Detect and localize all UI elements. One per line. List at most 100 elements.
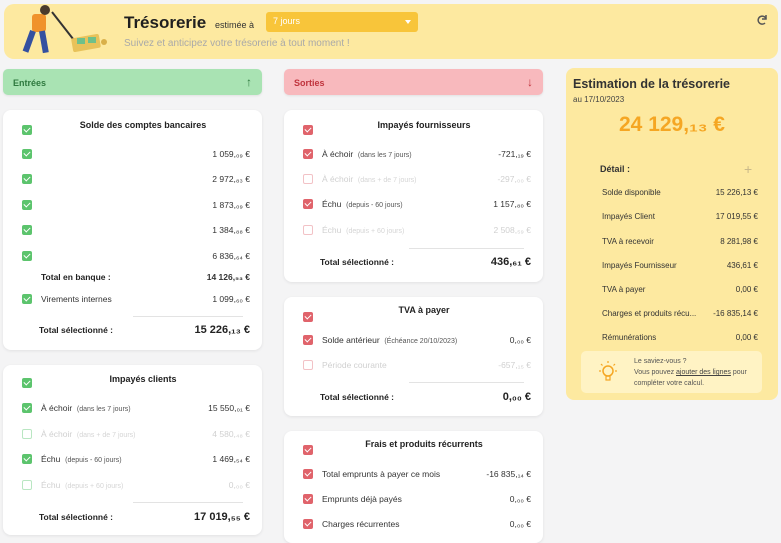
tva-selected-label: Total sélectionné : xyxy=(320,392,394,402)
recurring-row-value: 0,₀₀ € xyxy=(509,519,531,529)
tip-body: Vous pouvez ajouter des lignes pour comp… xyxy=(634,369,747,387)
unpaid-suppliers-card: Impayés fournisseurs À échoir (dans les … xyxy=(284,110,543,282)
supplier-row-value: 1 157,₈₀ € xyxy=(493,199,531,209)
client-row-checkbox[interactable] xyxy=(22,429,32,439)
recurring-row-label: Total emprunts à payer ce mois xyxy=(322,469,441,479)
bank-account-checkbox[interactable] xyxy=(22,149,32,159)
bank-account-checkbox[interactable] xyxy=(22,251,32,261)
tva-row-checkbox[interactable] xyxy=(303,360,313,370)
estimation-card: Estimation de la trésorerie au 17/10/202… xyxy=(566,68,778,400)
client-row-value: 0,₀₀ € xyxy=(228,480,250,490)
estimation-date: au 17/10/2023 xyxy=(573,95,625,104)
bank-account-value: 6 836,₆₄ € xyxy=(212,251,250,261)
detail-row: Impayés Fournisseur 436,61 € xyxy=(602,261,758,270)
select-all-suppliers-checkbox[interactable] xyxy=(303,125,313,135)
bank-account-checkbox[interactable] xyxy=(22,174,32,184)
select-all-recurring-checkbox[interactable] xyxy=(303,445,313,455)
recurring-row-checkbox[interactable] xyxy=(303,494,313,504)
supplier-row-checkbox[interactable] xyxy=(303,174,313,184)
internal-transfers-value: 1 099,₆₀ € xyxy=(212,294,250,304)
detail-row: Rémunérations 0,00 € xyxy=(602,333,758,342)
bank-account-value: 2 972,₈₃ € xyxy=(212,174,250,184)
detail-row: Solde disponible 15 226,13 € xyxy=(602,188,758,197)
tva-row-value: 0,₀₀ € xyxy=(509,335,531,345)
divider xyxy=(133,502,243,503)
tva-selected-value: 0,₀₀ € xyxy=(502,391,531,403)
chevron-down-icon xyxy=(405,20,411,24)
bank-accounts-card: Solde des comptes bancaires 1 059,₀₉ € 2… xyxy=(3,110,262,350)
entrees-band[interactable]: Entrées ↑ xyxy=(3,69,262,95)
bank-account-value: 1 059,₀₉ € xyxy=(212,149,250,159)
detail-row: TVA à payer 0,00 € xyxy=(602,285,758,294)
divider xyxy=(409,248,524,249)
select-all-clients-checkbox[interactable] xyxy=(22,378,32,388)
supplier-row-checkbox[interactable] xyxy=(303,149,313,159)
client-row-checkbox[interactable] xyxy=(22,480,32,490)
internal-transfers-checkbox[interactable] xyxy=(22,294,32,304)
recurring-row-checkbox[interactable] xyxy=(303,469,313,479)
client-row-value: 4 580,₄₈ € xyxy=(212,429,250,439)
period-select-value: 7 jours xyxy=(273,16,301,26)
tva-row-checkbox[interactable] xyxy=(303,335,313,345)
tva-card-title: TVA à payer xyxy=(398,305,450,315)
bank-account-checkbox[interactable] xyxy=(22,225,32,235)
person-sweeping-illustration xyxy=(22,5,107,54)
supplier-row-label: Échu (depuis + 60 jours) xyxy=(322,225,405,235)
recurring-row-value: 0,₀₀ € xyxy=(509,494,531,504)
client-row-checkbox[interactable] xyxy=(22,454,32,464)
recurring-card: Frais et produits récurrents Total empru… xyxy=(284,431,543,543)
arrow-down-icon: ↓ xyxy=(527,75,533,89)
client-row-label: À échoir (dans les 7 jours) xyxy=(41,403,131,413)
detail-row: Charges et produits récu... -16 835,14 € xyxy=(602,309,758,318)
arrow-up-icon: ↑ xyxy=(246,75,252,89)
client-row-label: À échoir (dans + de 7 jours) xyxy=(41,429,136,439)
tva-row-label: Solde antérieur (Échéance 20/10/2023) xyxy=(322,335,458,345)
supplier-row-label: À échoir (dans les 7 jours) xyxy=(322,149,412,159)
bank-card-title: Solde des comptes bancaires xyxy=(79,120,207,130)
tva-row-label: Période courante xyxy=(322,360,387,370)
supplier-row-checkbox[interactable] xyxy=(303,199,313,209)
detail-row: TVA à recevoir 8 281,98 € xyxy=(602,237,758,246)
client-row-label: Échu (depuis + 60 jours) xyxy=(41,480,124,490)
detail-row: Impayés Client 17 019,55 € xyxy=(602,212,758,221)
estimated-label: estimée à xyxy=(215,20,255,30)
recurring-row-value: -16 835,₁₄ € xyxy=(486,469,531,479)
clients-selected-value: 17 019,₅₅ € xyxy=(194,511,250,523)
sorties-label: Sorties xyxy=(294,78,325,88)
recurring-row-checkbox[interactable] xyxy=(303,519,313,529)
tip-question: Le saviez-vous ? xyxy=(634,358,687,365)
clients-selected-label: Total sélectionné : xyxy=(39,512,113,522)
supplier-row-label: À échoir (dans + de 7 jours) xyxy=(322,174,417,184)
suppliers-selected-label: Total sélectionné : xyxy=(320,257,394,267)
bank-account-value: 1 873,₀₉ € xyxy=(212,200,250,210)
bank-account-checkbox[interactable] xyxy=(22,200,32,210)
tva-card: TVA à payer Solde antérieur (Échéance 20… xyxy=(284,297,543,416)
tip-box: Le saviez-vous ? Vous pouvez ajouter des… xyxy=(581,351,762,393)
lightbulb-icon xyxy=(599,361,617,381)
supplier-row-value: 2 508,₅₉ € xyxy=(493,225,531,235)
suppliers-selected-value: 436,₆₁ € xyxy=(490,256,531,268)
client-row-value: 1 469,₅₄ € xyxy=(212,454,250,464)
select-all-bank-checkbox[interactable] xyxy=(22,125,32,135)
plus-icon[interactable]: + xyxy=(744,161,753,177)
client-row-checkbox[interactable] xyxy=(22,403,32,413)
period-select[interactable]: 7 jours xyxy=(266,12,418,32)
tva-row-value: -657,₁₅ € xyxy=(498,360,531,370)
header-banner: Trésorerie estimée à 7 jours Suivez et a… xyxy=(4,4,778,59)
estimation-title: Estimation de la trésorerie xyxy=(573,77,731,91)
supplier-row-checkbox[interactable] xyxy=(303,225,313,235)
bank-selected-value: 15 226,₁₃ € xyxy=(194,324,250,336)
supplier-row-label: Échu (depuis - 60 jours) xyxy=(322,199,403,209)
estimation-amount: 24 129,₁₃ € xyxy=(619,113,725,136)
client-row-value: 15 550,₀₁ € xyxy=(208,403,250,413)
recurring-row-label: Emprunts déjà payés xyxy=(322,494,402,504)
recurring-card-title: Frais et produits récurrents xyxy=(365,439,483,449)
sorties-band[interactable]: Sorties ↓ xyxy=(284,69,543,95)
internal-transfers-label: Virements internes xyxy=(41,294,112,304)
add-lines-link[interactable]: ajouter des lignes xyxy=(676,369,731,376)
select-all-tva-checkbox[interactable] xyxy=(303,312,313,322)
bank-account-value: 1 384,₈₈ € xyxy=(212,225,250,235)
refresh-icon[interactable] xyxy=(756,14,768,26)
page-title: Trésorerie xyxy=(124,13,207,32)
suppliers-card-title: Impayés fournisseurs xyxy=(377,120,471,130)
